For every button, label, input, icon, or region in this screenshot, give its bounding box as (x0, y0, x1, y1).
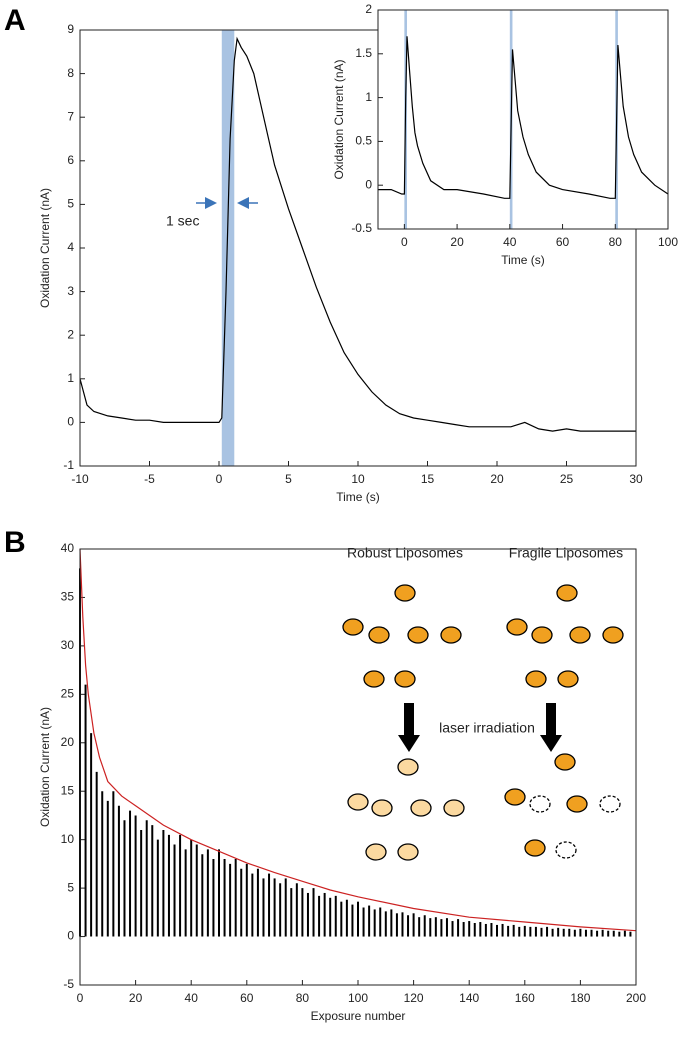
y-tick-label: 6 (67, 153, 74, 167)
y-tick-label: 0 (365, 177, 372, 191)
liposomes (342, 584, 624, 861)
chart: 0 20 40 60 80 100 -0.5 0 0.5 1 1.5 2 Time (s) Oxidati… (332, 2, 678, 267)
x-axis-title: Time (s) (501, 253, 545, 267)
x-tick-label: 0 (77, 991, 84, 1005)
x-tick-label: 25 (560, 472, 574, 486)
y-tick-label: 9 (67, 22, 74, 36)
x-tick-label: 140 (459, 991, 479, 1005)
panel-label: A (4, 4, 26, 37)
y-tick-label: 7 (67, 109, 74, 123)
x-tick-label: 30 (629, 472, 643, 486)
y-axis-title: Oxidation Current (nA) (332, 59, 346, 179)
x-tick-label: 60 (240, 991, 254, 1005)
x-tick-label: 40 (185, 991, 199, 1005)
x-tick-label: 20 (129, 991, 143, 1005)
y-axis-title: Oxidation Current (nA) (38, 707, 52, 827)
x-tick-label: 80 (609, 235, 623, 249)
x-tick-label: 200 (626, 991, 646, 1005)
plot-area (378, 10, 668, 229)
y-tick-label: 25 (61, 687, 75, 701)
plot-frame (377, 9, 669, 230)
line-series (79, 36, 636, 432)
x-tick-label: 0 (401, 235, 408, 249)
x-tick-label: 20 (450, 235, 464, 249)
y-tick-label: 8 (67, 66, 74, 80)
y-tick-label: 5 (67, 197, 74, 211)
y-tick-label: 0 (67, 929, 74, 943)
x-tick-label: 100 (348, 991, 368, 1005)
annotation: 1 sec (166, 213, 199, 229)
y-tick-label: 35 (61, 590, 75, 604)
y-tick-label: 0 (67, 415, 74, 429)
y-tick-label: 10 (61, 832, 75, 846)
x-tick-label: 0 (216, 472, 223, 486)
chart: B0 20 40 60 80 100 120 140 160 180 200-50510152025… (4, 526, 646, 1023)
arrow (540, 703, 562, 752)
x-tick-label: 160 (515, 991, 535, 1005)
x-tick-label: 40 (503, 235, 517, 249)
y-tick-label: 40 (61, 541, 75, 555)
x-tick-label: 80 (296, 991, 310, 1005)
x-axis-title: Time (s) (336, 490, 380, 504)
y-tick-label: 4 (67, 240, 74, 254)
plot-frame (79, 548, 637, 986)
annotation: laser irradiation (439, 720, 535, 736)
y-tick-label: 20 (61, 735, 75, 749)
x-tick-label: 20 (490, 472, 504, 486)
x-tick-label: 60 (556, 235, 570, 249)
x-tick-label: 120 (404, 991, 424, 1005)
y-tick-label: 1 (67, 371, 74, 385)
a-annotation: 1 sec (166, 197, 258, 229)
annotation: Fragile Liposomes (509, 545, 623, 561)
y-tick-label: 3 (67, 284, 74, 298)
x-tick-label: 100 (658, 235, 678, 249)
liposome-diagram: Robust Liposomes Fragile Liposomes laser… (342, 545, 624, 861)
annotation: Robust Liposomes (347, 545, 463, 561)
y-tick-label: 0.5 (355, 134, 372, 148)
line-series (79, 548, 637, 932)
y-tick-label: 2 (365, 2, 372, 16)
highlight-span (221, 30, 235, 466)
x-tick-label: -5 (144, 472, 155, 486)
x-tick-label: -10 (71, 472, 89, 486)
y-tick-label: 30 (61, 638, 75, 652)
y-tick-label: -1 (63, 458, 74, 472)
y-tick-label: -5 (63, 977, 74, 991)
y-tick-label: -0.5 (351, 221, 372, 235)
line-series (378, 36, 669, 199)
x-tick-label: 5 (285, 472, 292, 486)
panel-label: B (4, 526, 26, 559)
x-tick-label: 15 (421, 472, 435, 486)
x-tick-label: 10 (351, 472, 365, 486)
y-tick-label: 2 (67, 327, 74, 341)
y-tick-label: 1 (365, 90, 372, 104)
x-tick-label: 180 (570, 991, 590, 1005)
x-axis-title: Exposure number (311, 1009, 406, 1023)
plot-frame (79, 29, 637, 467)
y-tick-label: 5 (67, 880, 74, 894)
y-tick-label: 15 (61, 783, 75, 797)
y-tick-label: 1.5 (355, 46, 372, 60)
y-axis-title: Oxidation Current (nA) (38, 188, 52, 308)
arrow (398, 703, 420, 752)
